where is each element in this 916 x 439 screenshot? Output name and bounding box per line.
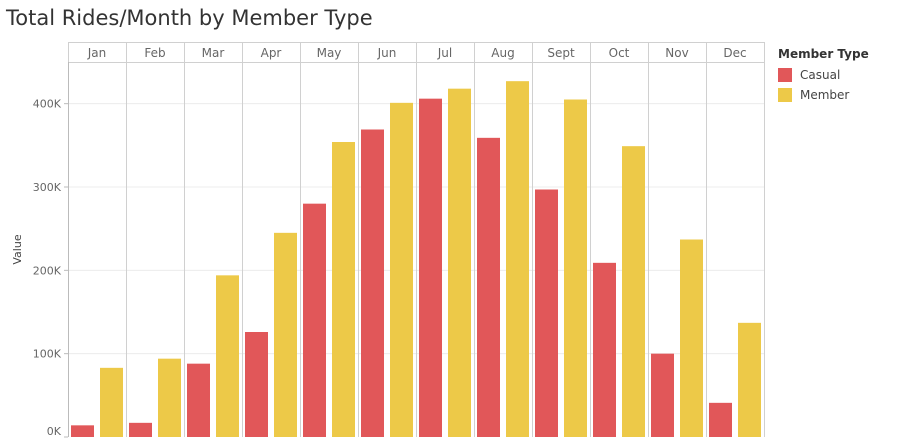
bar-casual [245, 332, 268, 437]
bar-member [680, 239, 703, 437]
month-header: Aug [491, 46, 514, 60]
month-header: Nov [665, 46, 688, 60]
bar-casual [709, 402, 732, 437]
month-header: May [317, 46, 342, 60]
y-tick-label: 100K [33, 348, 62, 361]
legend-item-member[interactable]: Member [778, 85, 869, 105]
bar-casual [419, 98, 442, 438]
y-tick-label: 400K [33, 98, 62, 111]
bar-member [506, 81, 529, 438]
month-header: Jan [87, 46, 107, 60]
legend-swatch [778, 68, 792, 82]
x-axis-headers: Jan Feb Mar Apr May Jun Jul Aug Sept Oct Nov Dec [87, 46, 747, 60]
bar-casual [303, 203, 326, 437]
bar-member [100, 367, 123, 437]
y-axis-title: Value [11, 234, 24, 264]
bar-casual [477, 137, 500, 438]
bar-member [274, 232, 297, 437]
bar-member [738, 322, 761, 437]
month-header: Mar [202, 46, 225, 60]
bar-casual [361, 129, 384, 437]
y-tick-label: 200K [33, 264, 62, 277]
bar-member [216, 275, 239, 437]
month-header: Jul [437, 46, 452, 60]
month-header: Dec [723, 46, 746, 60]
bar-member [564, 99, 587, 437]
bar-member [622, 146, 645, 437]
bar-casual [71, 425, 94, 437]
month-header: Sept [547, 46, 575, 60]
bar-casual [651, 353, 674, 437]
y-tick-label: 0K [47, 425, 62, 438]
chart-title: Total Rides/Month by Member Type [6, 6, 373, 30]
bar-member [390, 102, 413, 437]
month-header: Feb [144, 46, 165, 60]
bar-casual [129, 422, 152, 437]
legend-swatch [778, 88, 792, 102]
bar-member [158, 358, 181, 437]
legend-title: Member Type [778, 47, 869, 61]
y-axis: 0K 100K 200K 300K 400K Value [11, 62, 69, 438]
legend-label: Casual [800, 68, 841, 82]
bar-casual [535, 189, 558, 437]
legend-item-casual[interactable]: Casual [778, 65, 869, 85]
bar-member [448, 88, 471, 438]
bars [71, 81, 761, 438]
month-header: Apr [261, 46, 282, 60]
y-tick-label: 300K [33, 181, 62, 194]
bar-casual [187, 363, 210, 437]
month-header: Jun [377, 46, 397, 60]
bar-casual [593, 262, 616, 437]
month-panels [68, 42, 765, 437]
bar-member [332, 142, 355, 437]
legend-label: Member [800, 88, 850, 102]
month-header: Oct [609, 46, 630, 60]
legend: Member Type Casual Member [778, 47, 869, 105]
